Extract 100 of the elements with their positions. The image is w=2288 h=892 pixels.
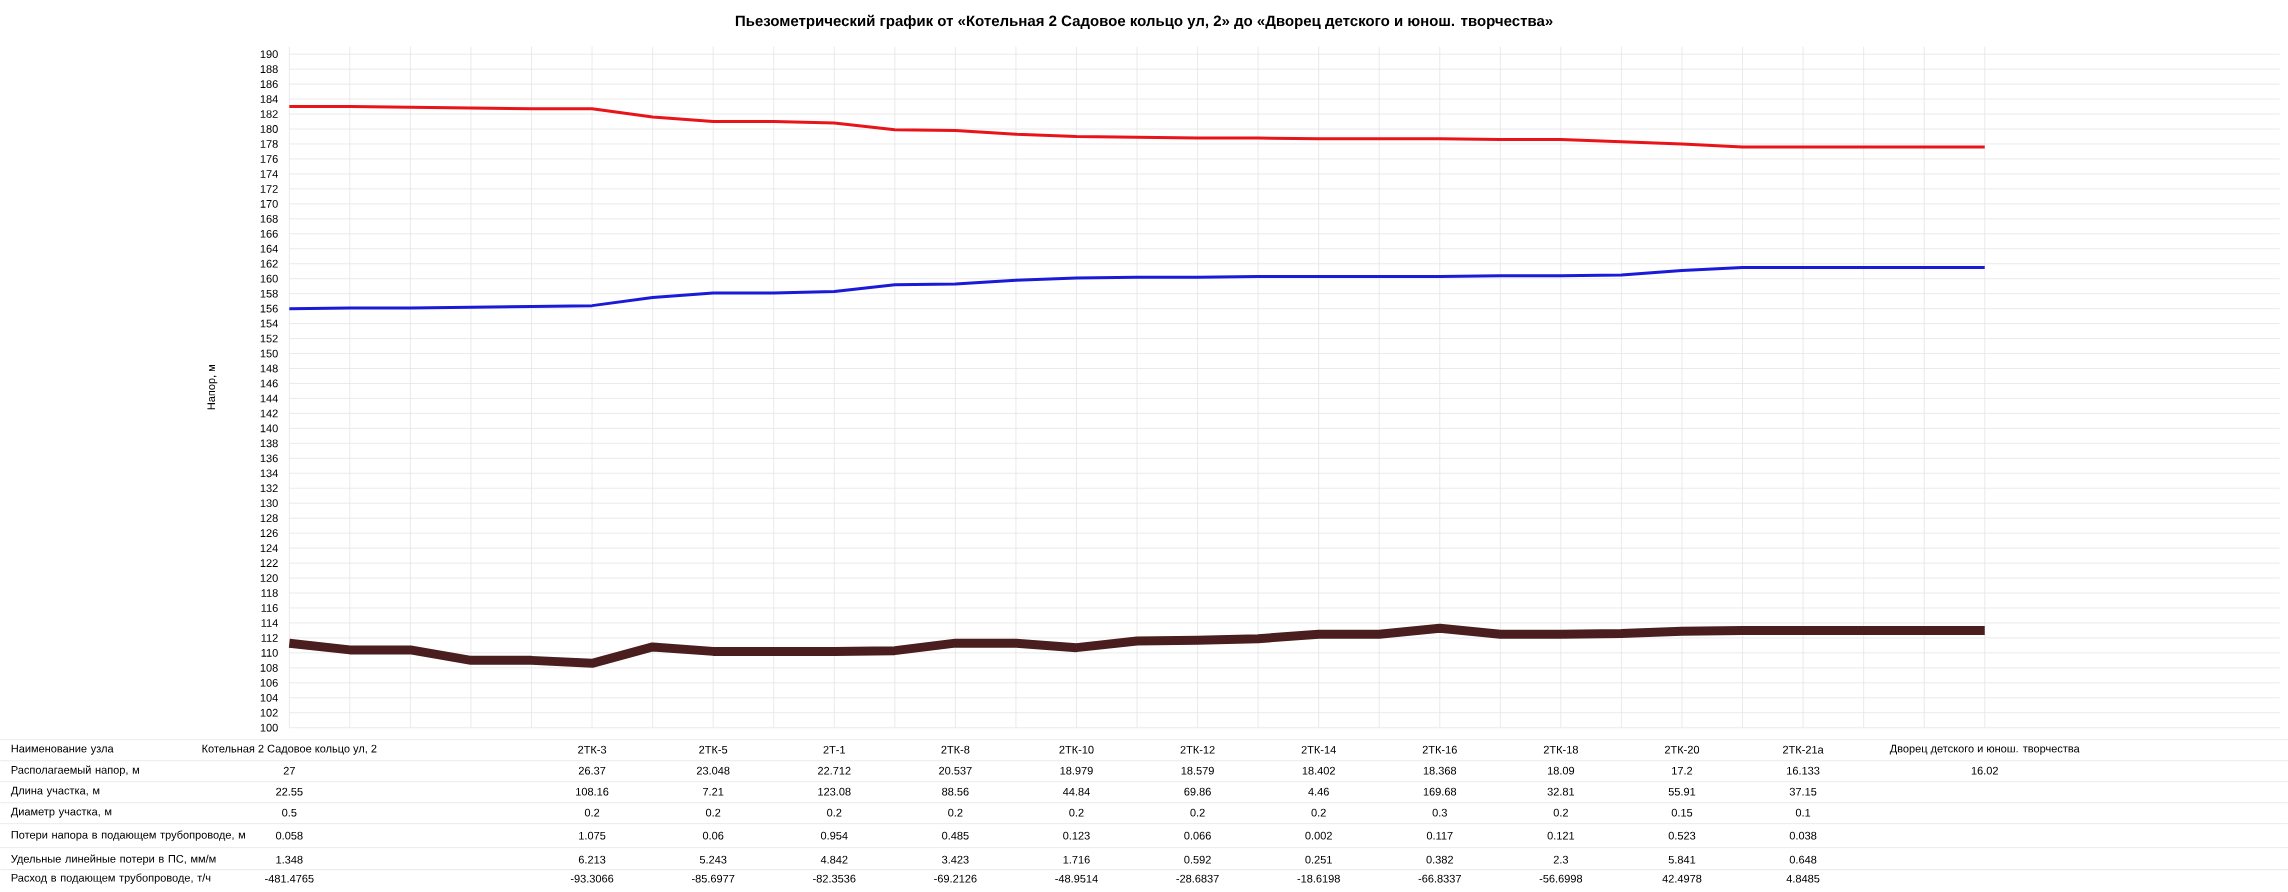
text: 0.2 <box>584 808 600 817</box>
y-tick-label: 164 <box>260 245 278 253</box>
text: 0.123 <box>1063 831 1090 840</box>
text: -69.2126 <box>934 874 977 883</box>
text: 0.648 <box>1789 855 1817 864</box>
text: 0.2 <box>948 808 963 817</box>
y-tick-label: 188 <box>260 65 278 74</box>
text: 0.002 <box>1305 831 1332 840</box>
text: 0.523 <box>1668 831 1696 840</box>
y-tick-label: 132 <box>260 484 278 493</box>
text: 1.716 <box>1063 855 1090 864</box>
y-tick-label: 174 <box>260 170 278 178</box>
text: 22.712 <box>818 767 851 775</box>
y-tick-label: 172 <box>260 185 278 193</box>
y-tick-label: 190 <box>260 50 278 59</box>
text: 169.68 <box>1423 787 1457 796</box>
text: 0.038 <box>1789 831 1817 840</box>
text: 0.066 <box>1184 831 1211 840</box>
text: 123.08 <box>818 787 851 796</box>
text: 5.841 <box>1668 855 1696 864</box>
text: 18.579 <box>1181 766 1214 775</box>
x-tick-label: 2Т-1 <box>823 746 846 754</box>
text: Длина участка, м <box>10 786 100 797</box>
y-tick-label: 142 <box>260 409 278 418</box>
text: 0.15 <box>1671 808 1693 817</box>
y-tick-label: 118 <box>261 589 278 598</box>
chart-title: Пьезометрический график от «Котельная 2 Садовое кольцо ул, 2» до «Дворец детского и юнош. творчества» <box>735 14 1553 30</box>
y-tick-label: 122 <box>260 559 278 568</box>
y-tick-label: 144 <box>260 394 278 403</box>
text: 0.1 <box>1795 808 1811 817</box>
text: 0.251 <box>1305 855 1332 864</box>
text: 0.058 <box>276 831 303 840</box>
y-tick-label: 148 <box>260 364 278 373</box>
x-tick-label: 2ТК-20 <box>1664 745 1700 754</box>
text: -93.3066 <box>570 874 614 883</box>
y-tick-label: 182 <box>260 110 278 119</box>
y-tick-label: 154 <box>260 319 278 328</box>
y-tick-label: 112 <box>261 634 278 642</box>
text: 69.86 <box>1184 787 1211 796</box>
text: 4.842 <box>820 855 848 864</box>
text: Наименование узла <box>11 744 114 755</box>
text: 18.979 <box>1060 766 1093 775</box>
x-tick-label: 2ТК-8 <box>941 745 970 754</box>
x-tick-label: 2ТК-16 <box>1422 745 1457 754</box>
text: -28.6837 <box>1176 874 1219 883</box>
text: 108.16 <box>576 787 609 796</box>
y-tick-label: 120 <box>260 574 278 583</box>
text: Удельные линейные потери в ПС, мм/м <box>11 854 216 866</box>
text: 0.592 <box>1184 855 1211 864</box>
text: 88.56 <box>942 787 969 796</box>
text: 16.02 <box>1971 766 1998 775</box>
y-tick-label: 134 <box>260 469 278 478</box>
y-axis-title: Напор, м <box>207 365 218 410</box>
y-tick-label: 152 <box>260 334 278 343</box>
x-tick-label: 2ТК-10 <box>1059 745 1094 754</box>
text: -18.6198 <box>1297 874 1340 883</box>
text: 17.2 <box>1672 767 1693 775</box>
y-tick-label: 162 <box>260 259 278 268</box>
text: 18.368 <box>1423 766 1457 775</box>
text: 0.5 <box>282 808 297 817</box>
text: 0.2 <box>1553 808 1568 817</box>
y-tick-label: 158 <box>260 289 278 298</box>
y-tick-label: 176 <box>260 155 278 163</box>
y-tick-label: 166 <box>260 230 278 238</box>
text: 26.37 <box>578 766 606 775</box>
text: Потери напора в подающем трубопроводе, м <box>11 830 245 842</box>
text: 0.2 <box>1311 808 1326 817</box>
y-tick-label: 130 <box>260 499 278 508</box>
y-tick-label: 102 <box>260 709 278 717</box>
text: 7.21 <box>703 788 724 796</box>
text: 37.15 <box>1789 787 1817 796</box>
y-tick-label: 186 <box>260 80 278 89</box>
y-tick-label: 126 <box>260 529 278 538</box>
text: 1.348 <box>276 855 303 864</box>
y-tick-label: 108 <box>260 664 278 672</box>
text: -82.3536 <box>813 874 856 883</box>
text: 55.91 <box>1668 787 1696 796</box>
y-tick-label: 168 <box>260 215 278 223</box>
y-tick-label: 160 <box>260 274 278 283</box>
x-tick-label: Дворец детского и юнош. творчества <box>1889 744 2080 755</box>
y-tick-label: 128 <box>260 514 278 523</box>
y-tick-label: 140 <box>260 424 278 433</box>
text: 5.243 <box>699 855 727 864</box>
x-tick-label: 2ТК-14 <box>1301 746 1336 754</box>
text: 6.213 <box>578 855 606 864</box>
text: Расход в подающем трубопроводе, т/ч <box>11 873 211 885</box>
text: -481.4765 <box>265 874 314 883</box>
text: 27 <box>283 767 295 775</box>
text: 42.4978 <box>1662 874 1702 883</box>
text: 22.55 <box>276 787 303 796</box>
text: 18.402 <box>1302 766 1335 775</box>
text: 2.3 <box>1553 855 1569 864</box>
text: 0.2 <box>1069 808 1084 817</box>
text: Располагаемый напор, м <box>11 765 139 777</box>
x-tick-label: 2ТК-5 <box>699 745 728 754</box>
text: 44.84 <box>1062 787 1090 796</box>
text: 0.2 <box>705 808 721 817</box>
y-tick-label: 138 <box>260 439 278 448</box>
y-tick-label: 180 <box>260 125 278 134</box>
text: 0.2 <box>1190 808 1205 817</box>
